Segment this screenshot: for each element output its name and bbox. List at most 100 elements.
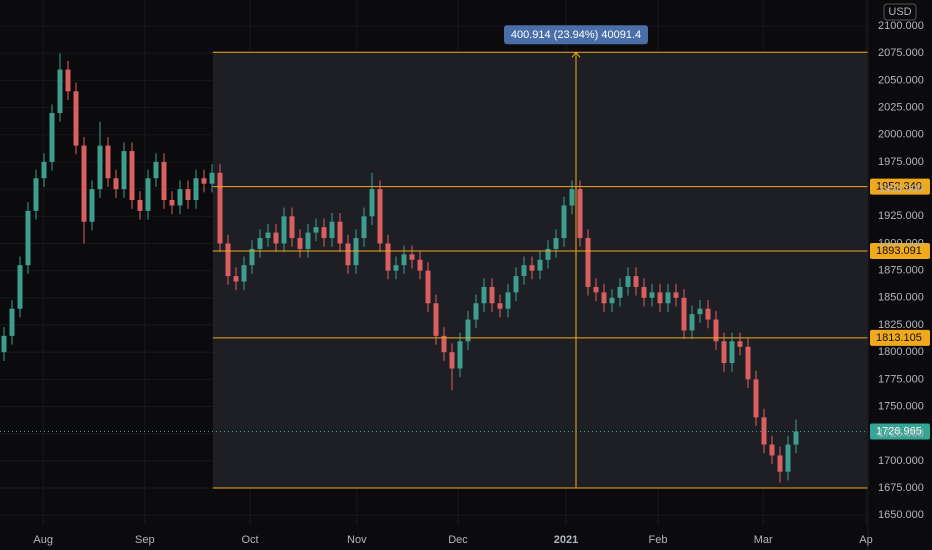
candle-body: [649, 292, 655, 298]
candle-body: [457, 341, 463, 369]
candle-body: [313, 227, 319, 233]
candle-body: [297, 238, 303, 249]
candle-body: [225, 243, 231, 277]
candle-body: [449, 352, 455, 369]
candle-body: [361, 216, 367, 239]
y-tick-label: 2025.000: [878, 102, 924, 114]
candle-body: [161, 161, 167, 200]
x-tick-label: Aug: [33, 534, 53, 546]
candle-body: [593, 286, 599, 293]
x-tick-label: 2021: [554, 534, 578, 546]
candle-body: [657, 292, 663, 304]
candle-body: [761, 417, 767, 445]
candle-body: [377, 189, 383, 244]
y-tick-label: 1950.000: [878, 183, 924, 195]
candle-body: [625, 276, 631, 287]
candle-body: [537, 259, 543, 271]
candle-body: [633, 276, 639, 287]
candle-body: [665, 292, 671, 304]
candle-body: [545, 248, 551, 260]
candle-body: [369, 189, 375, 217]
currency: USD: [888, 6, 911, 18]
candle-body: [193, 178, 199, 200]
candle-body: [673, 292, 679, 298]
y-tick-label: 1750.000: [878, 400, 924, 412]
candle-body: [785, 444, 791, 472]
candle-body: [249, 248, 255, 266]
candle-body: [121, 151, 127, 190]
y-tick-label: 1775.000: [878, 373, 924, 385]
candle-body: [729, 341, 735, 364]
y-tick-label: 1975.000: [878, 156, 924, 168]
candle-body: [329, 221, 335, 239]
candle-body: [689, 314, 695, 331]
candle-body: [681, 297, 687, 331]
candle-body: [401, 254, 407, 266]
level-tag: [870, 242, 930, 259]
candle-body: [505, 292, 511, 309]
candle-body: [153, 161, 159, 179]
level-tag-label: 1893.091: [876, 245, 922, 257]
candle-body: [513, 276, 519, 293]
candle-body: [777, 455, 783, 472]
x-tick-label: Mar: [754, 534, 773, 546]
candle-body: [201, 178, 207, 184]
currency-box: [883, 3, 917, 21]
last-price-label: 1726.965: [876, 425, 922, 437]
level-tag-label: 1813.105: [876, 332, 922, 344]
candle-body: [17, 265, 23, 309]
y-tick-label: 1800.000: [878, 346, 924, 358]
candle-body: [41, 161, 47, 179]
candles: [1, 53, 799, 483]
y-tick-label: 1850.000: [878, 292, 924, 304]
candle-body: [9, 308, 15, 336]
candle-body: [353, 238, 359, 266]
x-tick-label: Dec: [448, 534, 468, 546]
candle-body: [241, 265, 247, 282]
candle-body: [465, 319, 471, 342]
x-tick-label: Sep: [135, 534, 155, 546]
candle-body: [425, 270, 431, 304]
candle-body: [433, 303, 439, 336]
y-tick-label: 1825.000: [878, 319, 924, 331]
level-tag: [870, 329, 930, 346]
candle-body: [793, 431, 799, 445]
candle-body: [105, 145, 111, 179]
candle-body: [489, 286, 495, 304]
candle-body: [97, 145, 103, 190]
candle-body: [753, 379, 759, 418]
level-tag: [870, 178, 930, 195]
candle-body: [305, 232, 311, 249]
x-tick-label: Ap: [859, 534, 872, 546]
candle-body: [385, 243, 391, 271]
x-tick-label: Oct: [241, 534, 258, 546]
candle-body: [129, 151, 135, 200]
y-tick-label: 1675.000: [878, 482, 924, 494]
candle-body: [497, 303, 503, 309]
candle-body: [25, 210, 31, 266]
candle-body: [73, 91, 79, 146]
y-tick-label: 1925.000: [878, 210, 924, 222]
y-tick-label: 1875.000: [878, 265, 924, 277]
candle-body: [745, 346, 751, 380]
candle-body: [473, 303, 479, 320]
candle-body: [169, 200, 175, 206]
candle-body: [705, 308, 711, 320]
candle-body: [641, 286, 647, 298]
candle-body: [145, 178, 151, 211]
last-price-tag: [870, 423, 930, 440]
candle-body: [89, 189, 95, 222]
candle-body: [561, 205, 567, 239]
candle-body: [617, 286, 623, 298]
candle-body: [137, 200, 143, 211]
level-tag-label: 1952.340: [876, 180, 922, 192]
y-tick-label: 1725.000: [878, 428, 924, 440]
y-tick-label: 2000.000: [878, 129, 924, 141]
y-tick-label: 1900.000: [878, 237, 924, 249]
measure-arrow: [571, 51, 581, 58]
candle-body: [569, 189, 575, 206]
candle-body: [65, 69, 71, 92]
candle-body: [185, 189, 191, 200]
